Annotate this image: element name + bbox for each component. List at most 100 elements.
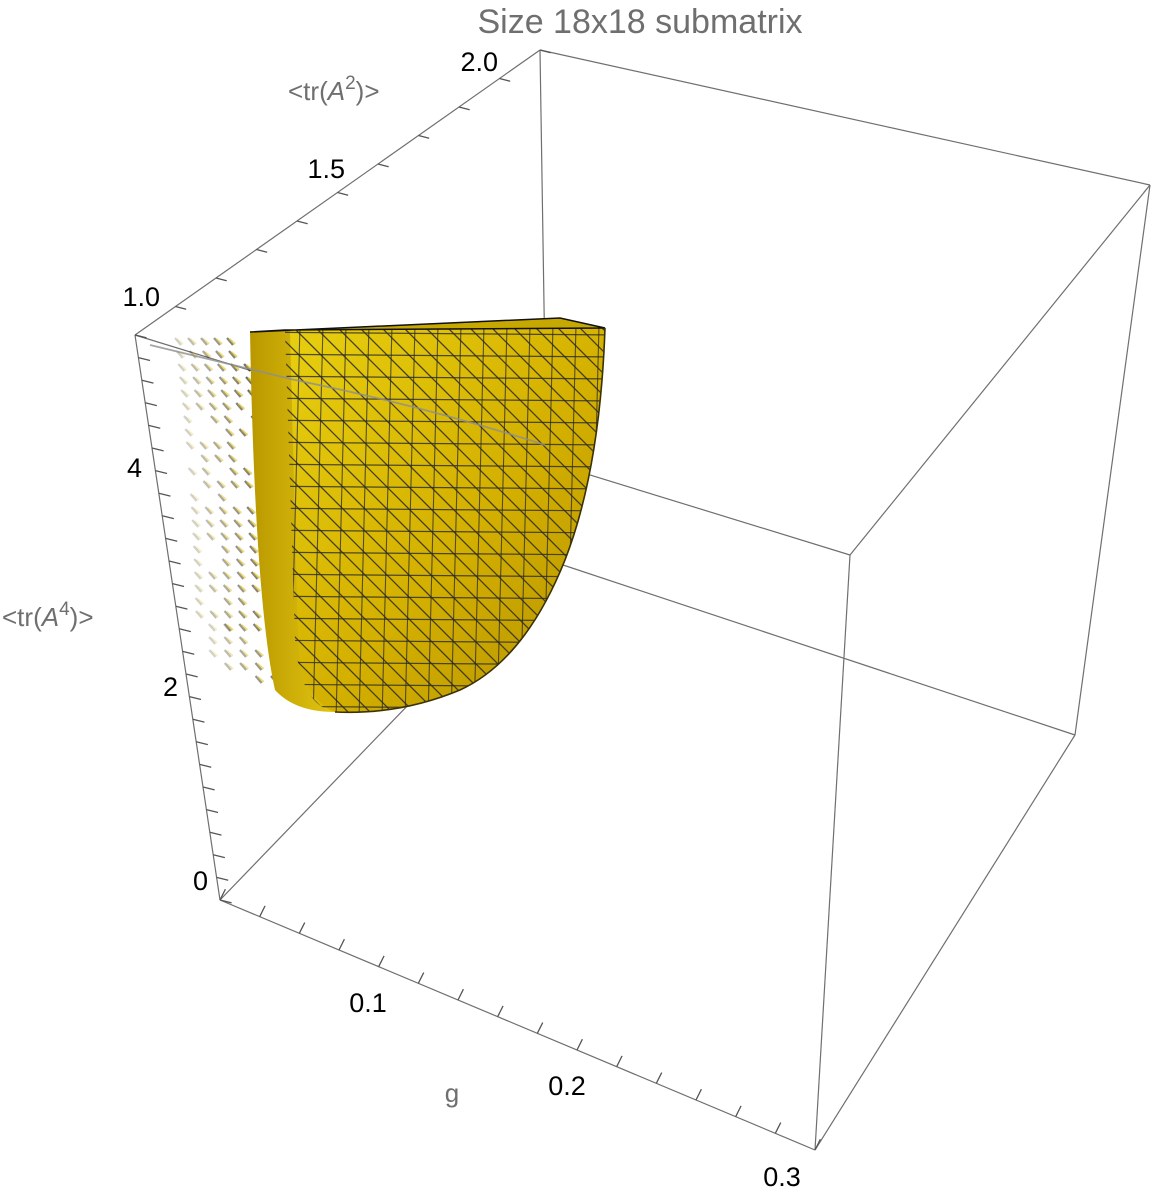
y-axis-tick [296,220,308,225]
surface-fragment [227,454,236,463]
mesh-line [684,300,1144,760]
mesh-line [507,328,605,713]
surface-fragment [214,454,222,463]
x-tick-label: 0.3 [763,1162,801,1192]
mesh-line [285,573,605,578]
surface-fragment [193,520,201,527]
surface-fragment [226,441,235,450]
surface-fragment [221,558,230,567]
surface-fragment [223,415,232,424]
surface-fragment [248,532,256,541]
mesh-line [285,353,605,358]
surface-fragment [208,636,216,645]
surface-fragment [226,663,234,670]
surface-fragment [235,545,243,554]
mesh-line [441,328,605,713]
mesh-line [463,328,605,713]
surface-fragment [234,532,242,541]
surface-fragment [222,584,231,593]
surface-fragment [201,442,209,449]
mesh-line [0,300,66,760]
mesh-line [285,397,605,402]
surface-fragment [185,441,194,450]
x-tick-label: 0.2 [548,1071,586,1101]
z-axis-tick [145,402,157,407]
mesh-line [618,300,1078,760]
x-axis-tick [655,1072,663,1084]
x-axis-label-text: g [445,1078,459,1108]
surface-fragment [254,662,263,671]
surface-fragment [204,481,213,488]
surface-fragment [228,350,236,359]
surface-fragment [223,546,231,553]
surface-fragment [203,363,212,372]
mesh-line [860,300,1152,760]
box-edge [539,49,1151,186]
surface-fragment [225,598,233,605]
y-axis-tick [337,191,349,196]
surface-fragment [210,572,218,579]
z-axis-tick [206,808,219,814]
surface-fragment [225,637,234,644]
surface-fragment [219,364,227,371]
surface-fragment [223,662,232,671]
surface-fragment [192,532,200,541]
surface-fragment [233,519,242,528]
surface-fragment [235,520,244,527]
surface-fragment [200,337,208,346]
surface-fragment [256,650,265,657]
surface-fragment [249,520,257,527]
surface-fragment [194,546,203,553]
surface-fragment [204,506,213,515]
surface-fragment [232,506,241,515]
z-axis-tick [219,899,232,904]
surface-fragment [237,597,246,606]
mesh-line [285,551,605,556]
surface-fragment [239,649,247,658]
surface-fragment [208,584,217,593]
surface-fragment [202,480,211,489]
y-axis-tick [458,106,470,111]
surface-fragment [223,649,232,658]
mesh-line [419,328,605,713]
axis-tick-labels: 1.0 1.5 2.0 0 2 4 0.1 0.2 0.3 [122,47,800,1192]
surface-fragment [254,624,263,631]
y-axis-label: <tr(A2)> [288,73,380,106]
surface-fragment [220,532,228,541]
z-axis-tick [185,673,198,678]
mesh-line [0,300,176,760]
mesh-line [0,300,242,760]
surface-fragment [174,337,182,346]
z-axis-tick [199,763,212,768]
surface-fragment [207,520,216,527]
mesh-line [312,328,324,713]
surface-fragment [195,402,203,411]
surface-fragment [225,611,234,618]
surface-fragment [249,545,257,554]
surface-fragment [207,377,216,384]
z-axis-tick [213,854,225,859]
mesh-line [1080,300,1152,760]
surface-fragment [229,467,237,476]
surface-fragment [183,403,192,410]
mesh-line [285,705,605,710]
x-axis-tick [616,1055,623,1067]
z-axis-tick [151,447,164,452]
surface-fragment [242,467,251,476]
x-tick-label: 0.1 [349,988,387,1018]
z-axis-tick [172,582,185,588]
surface-fragment [236,571,245,580]
surface-fragment [230,351,238,358]
surface-fragment [193,571,202,580]
box-edge [814,734,1076,1151]
surface-fragment [200,454,209,463]
surface-fragment [222,402,230,411]
surface-fragment [247,519,256,528]
surface-fragment [197,403,205,410]
mesh-line [285,328,463,713]
y-tick-label: 2.0 [460,47,498,77]
z-axis-tick [202,786,215,791]
surface-fragment [179,364,188,371]
surface-fragment [246,481,254,488]
y-axis-tick [215,277,227,282]
